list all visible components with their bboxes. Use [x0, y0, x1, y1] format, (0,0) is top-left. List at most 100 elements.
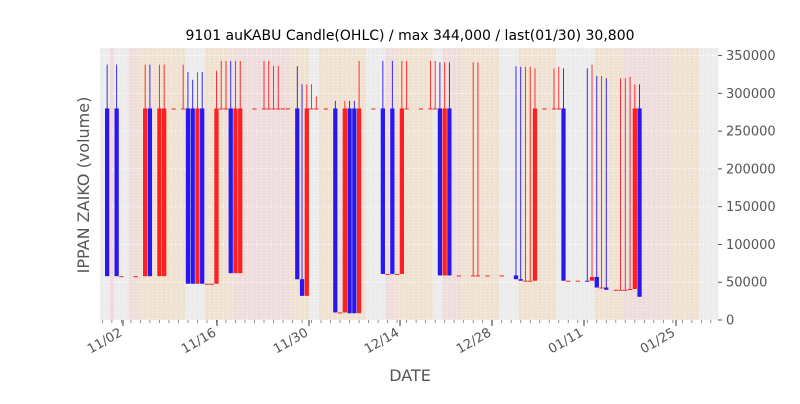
- candle: [333, 100, 338, 313]
- candle: [632, 84, 637, 290]
- candle-body: [632, 108, 637, 290]
- candle: [523, 66, 528, 282]
- x-tick-label: 11/30: [271, 325, 311, 357]
- candle-body: [499, 275, 504, 277]
- candle-body: [399, 108, 405, 274]
- candle: [613, 289, 618, 291]
- candle-body: [299, 279, 305, 296]
- candle: [223, 60, 229, 110]
- candle-body: [280, 108, 286, 110]
- x-tick-label: 12/28: [454, 325, 494, 357]
- candle: [133, 276, 138, 278]
- candle-body: [471, 275, 476, 277]
- candle: [195, 72, 200, 284]
- candle-body: [599, 287, 604, 289]
- candle: [447, 62, 452, 276]
- candle-body: [437, 108, 443, 276]
- candle-body: [285, 108, 290, 110]
- candle-body: [181, 108, 186, 110]
- candle: [261, 60, 267, 110]
- candle-body: [385, 273, 390, 275]
- grid-lines: [99, 48, 718, 321]
- candle: [266, 60, 271, 110]
- candle: [285, 108, 290, 110]
- candle-body: [171, 108, 176, 110]
- candle-body: [404, 108, 409, 110]
- candle: [214, 70, 219, 284]
- y-axis-label: IPPAN ZAIKO (volume): [74, 97, 93, 274]
- candle-body: [594, 276, 599, 288]
- candle-body: [347, 108, 352, 314]
- candle: [499, 275, 504, 277]
- candle-body: [143, 108, 148, 277]
- candles: [104, 60, 642, 314]
- candle-body: [185, 108, 191, 284]
- candle: [337, 312, 343, 314]
- candle: [566, 280, 571, 282]
- candle: [471, 62, 476, 277]
- candle: [219, 60, 224, 110]
- candle: [299, 84, 305, 296]
- y-tick-label: 50000: [726, 276, 767, 291]
- chart-title: 9101 auKABU Candle(OHLC) / max 344,000 /…: [185, 28, 634, 44]
- candle: [428, 60, 433, 110]
- candle: [380, 60, 385, 274]
- candle: [623, 78, 628, 291]
- y-tick-label: 150000: [726, 200, 776, 215]
- candle: [399, 60, 405, 274]
- candle-body: [219, 108, 224, 110]
- candle-body: [623, 289, 628, 291]
- candle: [238, 60, 243, 274]
- candle: [390, 60, 395, 274]
- candle: [233, 60, 238, 274]
- candle: [271, 66, 276, 110]
- candle: [371, 108, 376, 110]
- candle: [356, 60, 362, 314]
- candle-body: [575, 280, 580, 282]
- candle-body: [233, 108, 238, 274]
- candle-body: [337, 312, 343, 314]
- candle-body: [190, 108, 195, 284]
- candle-body: [271, 108, 276, 110]
- candle-body: [528, 280, 533, 282]
- candle-body: [428, 108, 433, 110]
- candle-body: [613, 289, 618, 291]
- candle: [532, 68, 538, 281]
- x-axis-ticks: 11/02 11/16 11/30 12/14 12/28 01/11 01/25: [85, 320, 712, 357]
- candle: [604, 78, 609, 290]
- candle: [181, 64, 186, 110]
- candle: [342, 100, 347, 313]
- candle: [599, 75, 604, 289]
- candle-body: [252, 108, 257, 110]
- candle-body: [356, 108, 362, 314]
- candle-body: [418, 108, 424, 110]
- candle: [252, 108, 257, 110]
- candle: [347, 100, 352, 314]
- candle: [542, 108, 547, 110]
- candle: [157, 64, 162, 277]
- candle-body: [195, 108, 200, 284]
- candle-body: [147, 108, 153, 277]
- candle-body: [323, 108, 328, 110]
- candle: [314, 96, 319, 110]
- candle: [200, 72, 205, 284]
- candle: [385, 273, 390, 275]
- candle: [276, 66, 281, 110]
- candle: [309, 84, 314, 110]
- background-band: [109, 48, 115, 320]
- candle: [394, 273, 400, 275]
- candle-body: [433, 108, 438, 110]
- x-tick-label: 12/14: [362, 325, 402, 357]
- candle-body: [276, 108, 281, 110]
- candle-body: [637, 108, 642, 297]
- y-tick-label: 250000: [726, 125, 776, 140]
- candle-body: [238, 108, 243, 274]
- candle-body: [209, 283, 214, 285]
- candle: [437, 62, 443, 276]
- candle: [585, 68, 590, 282]
- candle-body: [518, 279, 523, 281]
- candle-body: [394, 273, 400, 275]
- candle: [442, 62, 447, 276]
- candle-body: [133, 276, 138, 278]
- candle-body: [223, 108, 229, 110]
